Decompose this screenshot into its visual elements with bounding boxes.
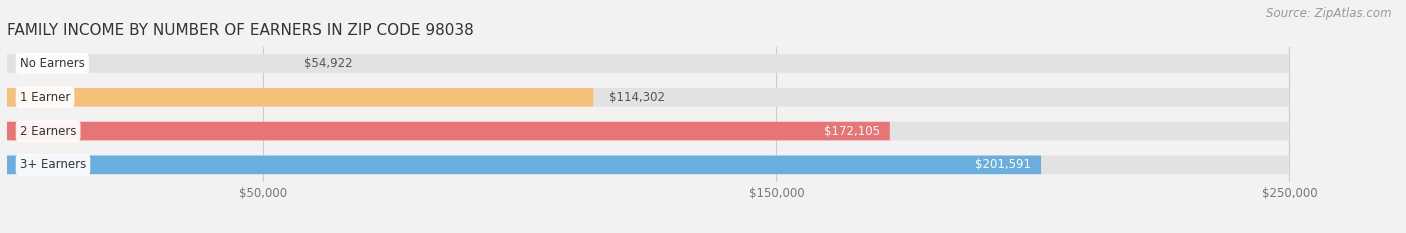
- FancyBboxPatch shape: [7, 122, 1289, 140]
- Text: 1 Earner: 1 Earner: [20, 91, 70, 104]
- Text: No Earners: No Earners: [20, 57, 84, 70]
- FancyBboxPatch shape: [7, 54, 1289, 73]
- FancyBboxPatch shape: [7, 88, 1289, 106]
- Text: 2 Earners: 2 Earners: [20, 125, 76, 137]
- Text: $114,302: $114,302: [609, 91, 665, 104]
- Text: 3+ Earners: 3+ Earners: [20, 158, 86, 171]
- Text: FAMILY INCOME BY NUMBER OF EARNERS IN ZIP CODE 98038: FAMILY INCOME BY NUMBER OF EARNERS IN ZI…: [7, 24, 474, 38]
- Text: $172,105: $172,105: [824, 125, 880, 137]
- Text: Source: ZipAtlas.com: Source: ZipAtlas.com: [1267, 7, 1392, 20]
- Text: $201,591: $201,591: [974, 158, 1031, 171]
- FancyBboxPatch shape: [7, 156, 1040, 174]
- FancyBboxPatch shape: [7, 88, 593, 106]
- FancyBboxPatch shape: [7, 122, 890, 140]
- Text: $54,922: $54,922: [304, 57, 353, 70]
- FancyBboxPatch shape: [7, 156, 1289, 174]
